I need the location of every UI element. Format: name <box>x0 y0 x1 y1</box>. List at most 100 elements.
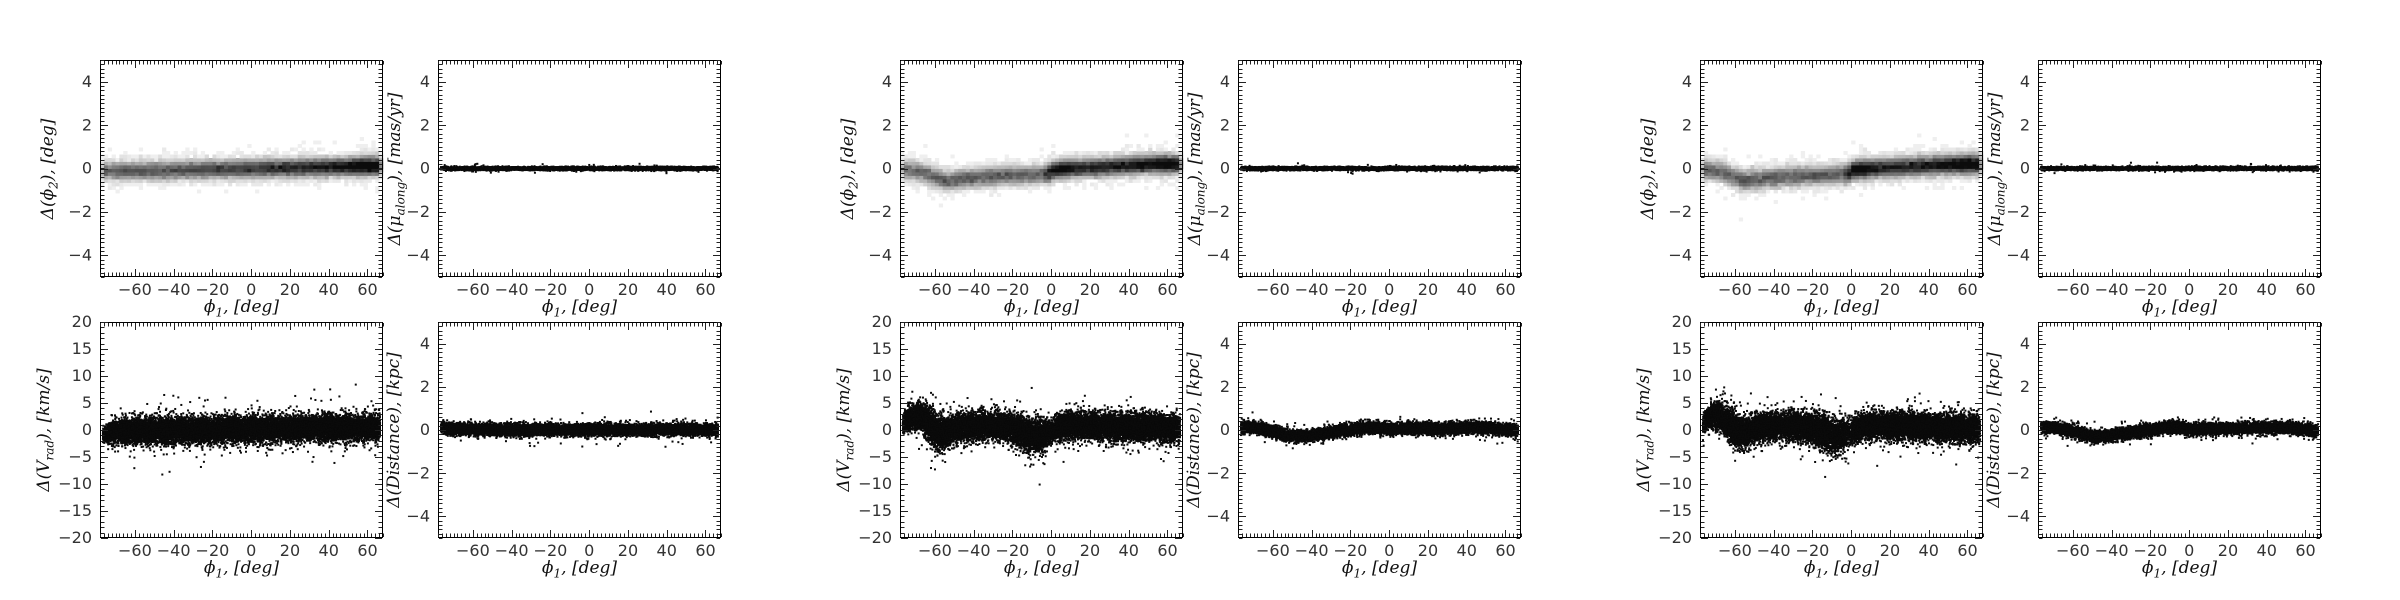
plot-canvas <box>840 312 1195 568</box>
x-axis-label-sub: 1 <box>2153 305 2162 320</box>
x-axis-label-sub: 1 <box>1815 566 1824 581</box>
y-axis-label-sub: 2 <box>46 180 61 189</box>
y-axis-label-pre: Δ(μ <box>1985 214 2005 245</box>
x-axis-label-pre: ϕ <box>1003 297 1016 317</box>
y-axis-label-sub: along <box>393 181 408 215</box>
y-axis-label: Δ(Vrad), [km/s] <box>1634 368 1657 492</box>
panel-dmu-group-3: Δ(μalong), [mas/yr] ϕ1, [deg] <box>1978 50 2333 318</box>
y-axis-label: Δ(Distance), [kpc] <box>1184 352 1204 508</box>
y-axis-label: Δ(μalong), [mas/yr] <box>385 92 408 245</box>
panel-dvrad-group-1: Δ(Vrad), [km/s] ϕ1, [deg] <box>34 312 395 579</box>
y-axis-label: Δ(Vrad), [km/s] <box>34 368 57 492</box>
y-axis-label: Δ(μalong), [mas/yr] <box>1985 92 2007 245</box>
x-axis-label-pre: ϕ <box>541 297 554 317</box>
y-axis-label-sub: 2 <box>1646 180 1661 189</box>
panel-dmu-group-2: Δ(μalong), [mas/yr] ϕ1, [deg] <box>1178 50 1533 318</box>
x-axis-label-pre: ϕ <box>541 558 554 578</box>
x-axis-label-pre: ϕ <box>2141 297 2154 317</box>
x-axis-label-post: , [deg] <box>2161 558 2218 578</box>
x-axis-label-post: , [deg] <box>561 558 618 578</box>
x-axis-label: ϕ1, [deg] <box>1803 558 1880 581</box>
plot-canvas <box>378 50 733 307</box>
y-axis-label-pre: Δ(Distance), [kpc] <box>384 352 404 508</box>
y-axis-label: Δ(ϕ2), [deg] <box>38 118 61 219</box>
x-axis-label-pre: ϕ <box>1803 558 1816 578</box>
x-axis-label-post: , [deg] <box>1361 558 1418 578</box>
y-axis-label-post: ), [deg] <box>1638 118 1658 181</box>
x-axis-label-post: , [deg] <box>1361 297 1418 317</box>
x-axis-label-post: , [deg] <box>2161 297 2218 317</box>
x-axis-label-sub: 1 <box>1015 566 1024 581</box>
x-axis-label: ϕ1, [deg] <box>1341 297 1418 320</box>
x-axis-label-post: , [deg] <box>1823 558 1880 578</box>
x-axis-label: ϕ1, [deg] <box>203 297 280 320</box>
x-axis-label-post: , [deg] <box>1023 558 1080 578</box>
plot-canvas <box>1978 312 2333 568</box>
x-axis-label-pre: ϕ <box>1803 297 1816 317</box>
x-axis-label-pre: ϕ <box>2141 558 2154 578</box>
y-axis-label-post: ), [km/s] <box>1634 368 1654 440</box>
y-axis-label: Δ(ϕ2), [deg] <box>1638 118 1661 219</box>
y-axis-label-pre: Δ(ϕ <box>38 188 58 219</box>
y-axis-label-post: ), [mas/yr] <box>385 92 405 182</box>
x-axis-label-pre: ϕ <box>1003 558 1016 578</box>
plot-canvas <box>1178 50 1533 307</box>
x-axis-label-sub: 1 <box>553 566 562 581</box>
y-axis-label-sub: rad <box>42 439 57 461</box>
y-axis-label-post: ), [deg] <box>38 118 58 181</box>
y-axis-label-sub: along <box>1193 181 1208 215</box>
x-axis-label-post: , [deg] <box>1823 297 1880 317</box>
x-axis-label: ϕ1, [deg] <box>1341 558 1418 581</box>
x-axis-label-post: , [deg] <box>561 297 618 317</box>
x-axis-label: ϕ1, [deg] <box>204 558 280 581</box>
y-axis-label-pre: Δ(ϕ <box>838 188 858 219</box>
x-axis-label-sub: 1 <box>1353 305 1362 320</box>
x-axis-label: ϕ1, [deg] <box>2141 297 2218 320</box>
x-axis-label-sub: 1 <box>1815 305 1824 320</box>
plot-canvas <box>1978 50 2333 307</box>
x-axis-label-sub: 1 <box>1353 566 1362 581</box>
panel-dphi2-group-1: Δ(ϕ2), [deg] ϕ1, [deg] <box>38 50 395 318</box>
panel-dphi2-group-2: Δ(ϕ2), [deg] ϕ1, [deg] <box>838 50 1195 318</box>
x-axis-label: ϕ1, [deg] <box>541 558 618 581</box>
y-axis-label-post: ), [km/s] <box>834 368 854 440</box>
x-axis-label-pre: ϕ <box>1341 297 1354 317</box>
panel-dphi2-group-3: Δ(ϕ2), [deg] ϕ1, [deg] <box>1638 50 1995 318</box>
panel-dmu-group-1: Δ(μalong), [mas/yr] ϕ1, [deg] <box>378 50 733 318</box>
plot-canvas <box>1178 312 1533 568</box>
plot-canvas <box>840 50 1195 307</box>
y-axis-label: Δ(ϕ2), [deg] <box>838 118 860 219</box>
panel-ddist-group-2: Δ(Distance), [kpc] ϕ1, [deg] <box>1178 312 1533 579</box>
panel-dvrad-group-2: Δ(Vrad), [km/s] ϕ1, [deg] <box>834 312 1195 579</box>
y-axis-label-pre: Δ(V <box>34 460 54 492</box>
y-axis-label: Δ(Distance), [kpc] <box>1984 352 2004 508</box>
y-axis-label-sub: rad <box>1642 439 1657 461</box>
x-axis-label-pre: ϕ <box>1341 558 1354 578</box>
plot-canvas <box>40 312 395 568</box>
y-axis-label-pre: Δ(μ <box>385 214 405 245</box>
y-axis-label-post: ), [km/s] <box>34 368 54 440</box>
x-axis-label-pre: ϕ <box>203 297 216 317</box>
panel-ddist-group-3: Δ(Distance), [kpc] ϕ1, [deg] <box>1978 312 2333 579</box>
y-axis-label: Δ(Distance), [kpc] <box>384 352 404 508</box>
x-axis-label-post: , [deg] <box>223 558 280 578</box>
y-axis-label-pre: Δ(Distance), [kpc] <box>1184 352 1204 508</box>
y-axis-label-pre: Δ(Distance), [kpc] <box>1984 352 2004 508</box>
y-axis-label-post: ), [mas/yr] <box>1985 92 2005 182</box>
y-axis-label-pre: Δ(V <box>834 460 854 492</box>
y-axis-label-post: ), [deg] <box>838 118 858 181</box>
x-axis-label-post: , [deg] <box>223 297 280 317</box>
panel-dvrad-group-3: Δ(Vrad), [km/s] ϕ1, [deg] <box>1634 312 1995 579</box>
x-axis-label: ϕ1, [deg] <box>541 297 618 318</box>
x-axis-label: ϕ1, [deg] <box>1803 297 1880 320</box>
x-axis-label: ϕ1, [deg] <box>1003 297 1079 318</box>
x-axis-label: ϕ1, [deg] <box>2141 558 2218 579</box>
x-axis-label-sub: 1 <box>215 305 224 320</box>
y-axis-label-post: ), [mas/yr] <box>1185 92 1205 182</box>
plot-canvas <box>40 50 395 307</box>
y-axis-label-sub: rad <box>842 439 857 461</box>
y-axis-label-pre: Δ(V <box>1634 460 1654 492</box>
x-axis-label-sub: 1 <box>215 566 224 581</box>
x-axis-label: ϕ1, [deg] <box>1003 558 1080 581</box>
